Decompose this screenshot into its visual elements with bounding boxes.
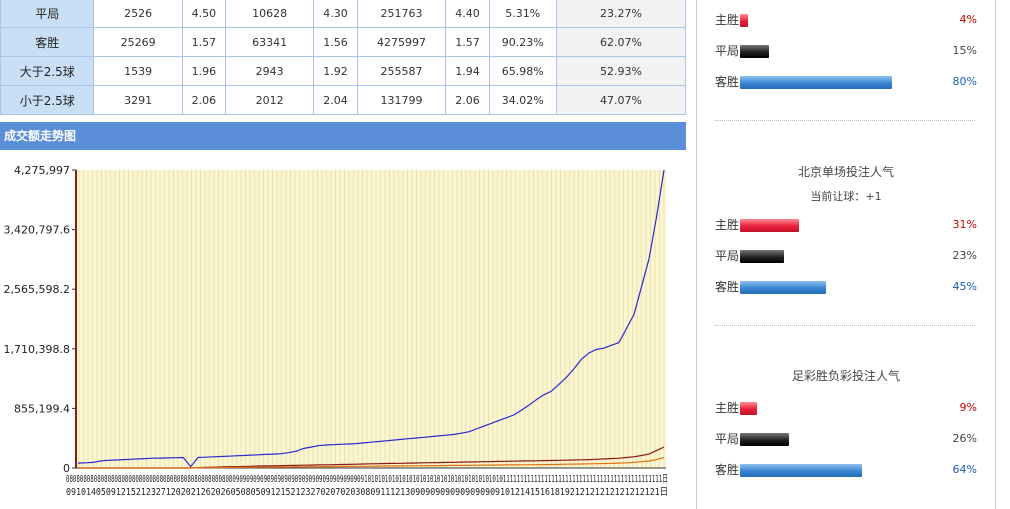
- odds-row-label: 小于2.5球: [0, 85, 95, 115]
- odds-cell: 4.30: [313, 0, 358, 28]
- popularity-label: 客胜: [715, 75, 740, 89]
- popularity-bar: [740, 464, 862, 477]
- odds-row-label: 大于2.5球: [0, 56, 95, 86]
- odds-cell: 2012: [225, 85, 315, 115]
- odds-cell: 10628: [225, 0, 315, 28]
- odds-cell: 255587: [356, 56, 447, 86]
- odds-cell: 1539: [93, 56, 183, 86]
- odds-cell: 1.56: [313, 27, 358, 57]
- popularity-label: 主胜: [715, 401, 740, 415]
- popularity-bar: [740, 14, 748, 27]
- popularity-row: 平局 26%: [715, 431, 977, 447]
- odds-cell: 1.57: [445, 27, 490, 57]
- popularity-row: 客胜 80%: [715, 74, 977, 90]
- popularity-bar: [740, 219, 799, 232]
- popularity-bar: [740, 45, 769, 58]
- odds-row: 小于2.5球 3291 2.06 2012 2.04 131799 2.06 34.02% 47…: [0, 85, 687, 115]
- popularity-percent: 4%: [959, 13, 977, 26]
- odds-cell: 4.50: [181, 0, 227, 28]
- popularity-label: 客胜: [715, 280, 740, 294]
- odds-cell: 2.06: [181, 85, 227, 115]
- popularity-percent: 23%: [952, 249, 977, 262]
- popularity-label: 平局: [715, 44, 740, 58]
- zucai-title: 足彩胜负彩投注人气: [791, 369, 900, 383]
- popularity-bar: [740, 250, 784, 263]
- divider: [715, 120, 975, 121]
- odds-cell: 90.23%: [488, 27, 557, 57]
- left-panel: 平局 2526 4.50 10628 4.30 251763 4.40 5.31% 23.27%…: [0, 0, 687, 509]
- popularity-label: 客胜: [715, 463, 740, 477]
- odds-row: 客胜 25269 1.57 63341 1.56 4275997 1.57 90.23% 62.…: [0, 27, 687, 57]
- beijing-title: 北京单场投注人气: [797, 165, 894, 179]
- x-tick-labels-row2: 0910140509121521232712020212620260508050…: [66, 487, 668, 498]
- odds-cell: 34.02%: [488, 85, 557, 115]
- popularity-panel: 主胜 4% 平局 15% 客胜 80% 北京单场投注人气 当前让球：+1 主胜 31% 平局 2…: [696, 0, 996, 509]
- trend-chart-header: 成交额走势图: [0, 122, 686, 150]
- y-tick-label: 4,275,997: [14, 164, 70, 177]
- beijing-handicap: 当前让球：+1: [810, 190, 882, 203]
- y-tick-label: 2,565,598.2: [4, 283, 70, 296]
- popularity-label: 平局: [715, 249, 740, 263]
- popularity-bar: [740, 76, 892, 89]
- odds-cell: 1.96: [181, 56, 227, 86]
- popularity-label: 主胜: [715, 13, 740, 27]
- odds-cell: 2526: [93, 0, 183, 28]
- odds-cell: 1.57: [181, 27, 227, 57]
- popularity-percent: 64%: [952, 463, 977, 476]
- odds-cell: 251763: [356, 0, 447, 28]
- odds-row-label: 客胜: [0, 27, 95, 57]
- odds-cell: 1.94: [445, 56, 490, 86]
- popularity-row: 主胜 4%: [715, 12, 977, 28]
- popularity-percent: 26%: [952, 432, 977, 445]
- odds-row: 平局 2526 4.50 10628 4.30 251763 4.40 5.31% 23.27%: [0, 0, 687, 28]
- popularity-percent: 15%: [952, 44, 977, 57]
- odds-cell: 2943: [225, 56, 315, 86]
- odds-cell: 3291: [93, 85, 183, 115]
- popularity-row: 平局 23%: [715, 248, 977, 264]
- odds-cell: 63341: [225, 27, 315, 57]
- trend-chart-svg: 4,275,997 3,420,797.6 2,565,598.2 1,710,398…: [4, 164, 668, 498]
- odds-cell: 4275997: [356, 27, 447, 57]
- popularity-percent: 80%: [952, 75, 977, 88]
- popularity-row: 客胜 64%: [715, 462, 977, 478]
- y-tick-label: 0: [63, 462, 70, 475]
- odds-table: 平局 2526 4.50 10628 4.30 251763 4.40 5.31% 23.27%…: [0, 0, 687, 115]
- y-tick-label: 3,420,797.6: [4, 224, 70, 237]
- odds-cell: 2.04: [313, 85, 358, 115]
- popularity-percent: 31%: [952, 218, 977, 231]
- odds-cell: 47.07%: [555, 85, 687, 115]
- popularity-bar: [740, 433, 789, 446]
- popularity-row: 主胜 9%: [715, 400, 977, 416]
- odds-cell: 131799: [356, 85, 447, 115]
- trend-chart: 4,275,997 3,420,797.6 2,565,598.2 1,710,398…: [0, 150, 686, 509]
- y-tick-label: 1,710,398.8: [4, 343, 70, 356]
- odds-row-label: 平局: [0, 0, 95, 28]
- odds-cell: 1.92: [313, 56, 358, 86]
- popularity-label: 平局: [715, 432, 740, 446]
- popularity-percent: 9%: [959, 401, 977, 414]
- popularity-row: 客胜 45%: [715, 279, 977, 295]
- popularity-bar: [740, 402, 757, 415]
- odds-cell: 2.06: [445, 85, 490, 115]
- popularity-row: 主胜 31%: [715, 217, 977, 233]
- series-line-2: [78, 456, 665, 469]
- popularity-percent: 45%: [952, 280, 977, 293]
- odds-row: 大于2.5球 1539 1.96 2943 1.92 255587 1.94 65.98% 52…: [0, 56, 687, 86]
- odds-cell: 62.07%: [555, 27, 687, 57]
- x-tick-labels-row1: 0808080808080808080808080808080808080808…: [66, 474, 668, 485]
- popularity-label: 主胜: [715, 218, 740, 232]
- odds-cell: 65.98%: [488, 56, 557, 86]
- odds-cell: 4.40: [445, 0, 490, 28]
- y-tick-label: 855,199.4: [14, 402, 70, 415]
- series-line-0: [77, 169, 665, 468]
- odds-cell: 52.93%: [555, 56, 687, 86]
- popularity-row: 平局 15%: [715, 43, 977, 59]
- odds-cell: 5.31%: [488, 0, 557, 28]
- odds-cell: 23.27%: [555, 0, 687, 28]
- popularity-bar: [740, 281, 826, 294]
- odds-cell: 25269: [93, 27, 183, 57]
- divider: [715, 325, 975, 326]
